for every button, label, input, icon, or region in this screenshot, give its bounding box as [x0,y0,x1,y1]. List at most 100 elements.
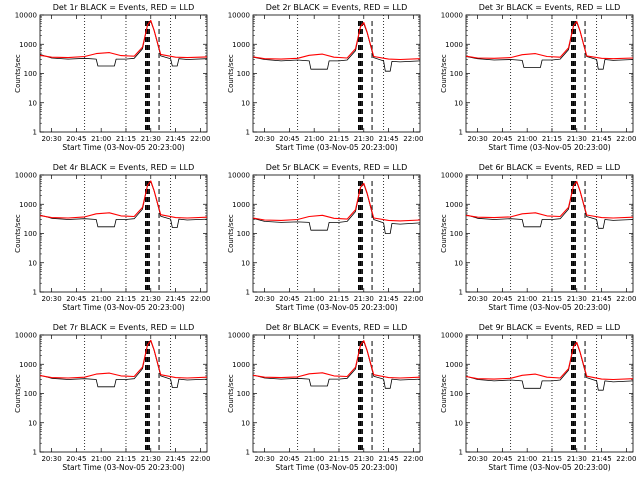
x-tick-label: 21:45 [378,455,398,463]
x-axis-label: Start Time (03-Nov-05 20:23:00) [275,463,397,472]
y-tick-label: 10 [241,419,250,427]
x-tick-label: 22:00 [190,295,210,303]
x-tick-label: 22:00 [403,295,423,303]
y-tick-label: 1000 [232,361,250,369]
x-tick-label: 20:30 [41,455,61,463]
y-axis-label: Counts/sec [227,54,235,93]
x-tick-label: 21:15 [116,295,136,303]
y-tick-label: 10 [454,259,463,267]
chart-title: Det 1r BLACK = Events, RED = LLD [53,3,195,12]
x-tick-label: 20:30 [41,295,61,303]
x-axis-label: Start Time (03-Nov-05 20:23:00) [488,143,610,152]
y-tick-label: 10 [241,99,250,107]
plot-frame [252,14,421,133]
series-line-lld [465,180,634,219]
x-tick-label: 21:45 [165,135,185,143]
x-tick-label: 21:15 [329,295,349,303]
series-line-lld [39,180,208,219]
y-tick-label: 10000 [15,12,37,20]
y-tick-label: 1000 [445,361,463,369]
x-tick-label: 22:00 [616,135,636,143]
x-tick-label: 22:00 [616,455,636,463]
y-tick-label: 1 [459,129,463,137]
y-tick-label: 100 [24,70,37,78]
x-tick-label: 20:30 [467,135,487,143]
x-tick-label: 21:00 [91,135,111,143]
y-tick-label: 10 [28,259,37,267]
y-tick-label: 10000 [441,172,463,180]
chart-title: Det 3r BLACK = Events, RED = LLD [479,3,621,12]
y-axis-label: Counts/sec [440,54,448,93]
chart-title: Det 9r BLACK = Events, RED = LLD [479,323,621,332]
x-tick-label: 21:00 [304,295,324,303]
plot-frame [252,334,421,453]
x-tick-label: 21:45 [591,135,611,143]
y-tick-label: 100 [450,390,463,398]
chart-panel: Det 6r BLACK = Events, RED = LLD 1 10 100 10… [440,163,636,312]
chart-title: Det 4r BLACK = Events, RED = LLD [53,163,195,172]
x-tick-label: 20:45 [279,295,299,303]
y-axis-label: Counts/sec [440,214,448,253]
y-tick-label: 10 [28,99,37,107]
x-tick-label: 21:00 [91,295,111,303]
x-tick-label: 22:00 [616,295,636,303]
x-axis-label: Start Time (03-Nov-05 20:23:00) [275,303,397,312]
y-tick-label: 1000 [232,41,250,49]
x-tick-label: 21:15 [329,455,349,463]
x-tick-label: 20:45 [66,455,86,463]
series-line-events [39,21,208,67]
x-tick-label: 20:30 [254,295,274,303]
x-tick-label: 20:30 [254,455,274,463]
x-tick-label: 21:15 [542,455,562,463]
x-tick-label: 21:45 [591,455,611,463]
x-tick-label: 21:45 [165,295,185,303]
chart-panel: Det 4r BLACK = Events, RED = LLD 1 10 100 10… [14,163,210,312]
series-line-lld [252,182,421,222]
x-tick-label: 21:15 [116,135,136,143]
y-tick-label: 1000 [445,201,463,209]
y-tick-label: 100 [24,230,37,238]
series-line-lld [465,20,634,60]
y-tick-label: 1 [246,449,250,457]
y-axis-label: Counts/sec [227,374,235,413]
x-tick-label: 21:30 [567,135,587,143]
series-line-events [252,341,421,389]
y-tick-label: 100 [237,70,250,78]
plot-frame [252,174,421,293]
plot-frame [465,14,634,133]
series-line-events [465,342,634,391]
series-line-lld [252,340,421,379]
x-tick-label: 21:15 [542,295,562,303]
x-tick-label: 22:00 [403,135,423,143]
series-line-lld [39,19,208,59]
y-tick-label: 10000 [15,332,37,340]
y-tick-label: 10 [454,419,463,427]
x-tick-label: 20:45 [66,295,86,303]
y-tick-label: 10000 [228,332,250,340]
y-tick-label: 10000 [228,12,250,20]
chart-panel: Det 3r BLACK = Events, RED = LLD 1 10 100 10… [440,3,636,152]
y-tick-label: 10000 [15,172,37,180]
x-tick-label: 21:30 [567,295,587,303]
chart-panel: Det 8r BLACK = Events, RED = LLD 1 10 100 10… [227,323,423,472]
x-tick-label: 20:30 [41,135,61,143]
x-tick-label: 21:45 [378,295,398,303]
y-tick-label: 1 [459,449,463,457]
x-tick-label: 21:15 [329,135,349,143]
series-line-events [465,22,634,70]
x-tick-label: 21:00 [91,455,111,463]
y-tick-label: 1000 [445,41,463,49]
x-tick-label: 20:45 [279,135,299,143]
x-tick-label: 22:00 [190,135,210,143]
x-tick-label: 21:45 [165,455,185,463]
y-tick-label: 10 [28,419,37,427]
y-axis-label: Counts/sec [227,214,235,253]
x-tick-label: 21:45 [591,295,611,303]
y-tick-label: 10 [454,99,463,107]
x-tick-label: 21:30 [354,295,374,303]
y-tick-label: 10000 [441,332,463,340]
series-line-events [252,183,421,234]
y-tick-label: 10000 [228,172,250,180]
y-tick-label: 1000 [19,361,37,369]
